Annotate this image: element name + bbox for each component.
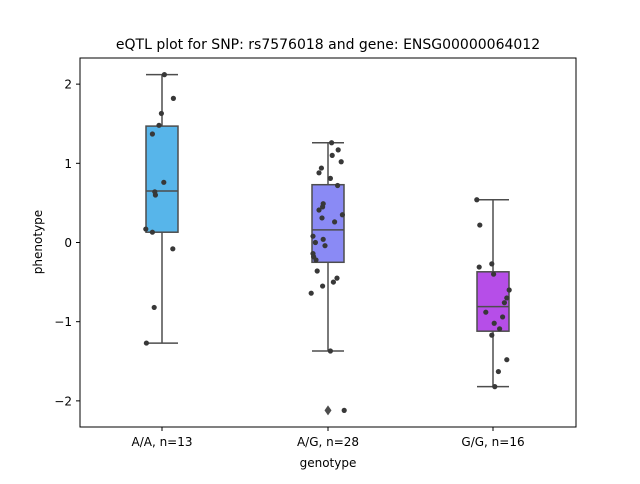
data-point: [316, 207, 322, 213]
data-point: [327, 175, 333, 181]
x-tick-label: G/G, n=16: [461, 435, 524, 449]
points-layer: [143, 72, 512, 413]
data-point: [504, 295, 510, 301]
data-point: [332, 219, 338, 225]
data-point: [476, 264, 482, 270]
data-point: [161, 72, 167, 78]
data-point: [489, 332, 495, 338]
data-point: [152, 192, 158, 198]
x-tick-label: A/G, n=28: [297, 435, 359, 449]
data-point: [334, 275, 340, 281]
data-point: [501, 300, 507, 306]
data-point: [308, 290, 314, 296]
data-point: [335, 182, 341, 189]
data-point: [327, 348, 333, 354]
x-axis-label: genotype: [300, 456, 357, 470]
data-point: [318, 165, 324, 171]
data-point: [161, 179, 167, 185]
data-point: [474, 197, 480, 203]
data-point: [495, 368, 501, 375]
data-point: [313, 257, 319, 263]
y-axis-label: phenotype: [31, 210, 45, 274]
data-point: [506, 287, 512, 293]
box-iqr: [145, 125, 179, 233]
y-tick-label: 1: [64, 157, 72, 171]
data-point: [143, 340, 149, 346]
box-group: [145, 73, 179, 344]
data-point: [312, 239, 318, 246]
data-point: [339, 212, 345, 218]
data-point: [330, 279, 336, 285]
data-point: [314, 268, 320, 274]
data-point: [491, 271, 497, 277]
data-point: [310, 233, 316, 239]
data-point: [320, 236, 326, 242]
data-point: [329, 152, 335, 158]
data-point: [500, 314, 506, 320]
data-point: [489, 261, 495, 267]
data-point: [149, 131, 155, 137]
data-point: [492, 384, 498, 390]
y-tick-label: 2: [64, 78, 72, 92]
data-point: [320, 204, 326, 210]
chart-title: eQTL plot for SNP: rs7576018 and gene: E…: [116, 37, 540, 53]
y-tick-label: −2: [54, 394, 72, 408]
data-point: [329, 140, 335, 146]
data-point: [477, 222, 483, 228]
data-point: [158, 110, 164, 117]
data-point: [320, 283, 326, 289]
data-point: [170, 246, 176, 252]
data-point: [335, 147, 341, 153]
box-iqr: [311, 183, 345, 264]
y-tick-label: −1: [54, 315, 72, 329]
data-point: [316, 170, 322, 176]
data-point: [322, 243, 328, 249]
axes-layer: −2 −1 0 1 2 A/A, n=13 A/G, n=28 G/G, n=16: [54, 78, 524, 449]
data-point: [170, 95, 176, 101]
data-point: [156, 122, 162, 128]
data-point: [151, 304, 157, 311]
data-point: [338, 159, 344, 165]
y-tick-label: 0: [64, 236, 72, 250]
data-point: [319, 215, 325, 221]
outlier-marker: [324, 405, 332, 416]
data-point: [143, 226, 149, 232]
data-point: [149, 229, 155, 235]
data-point: [497, 326, 503, 332]
data-point: [341, 407, 347, 413]
data-point: [491, 320, 497, 326]
data-point: [504, 357, 510, 363]
x-tick-label: A/A, n=13: [131, 435, 192, 449]
data-point: [483, 309, 489, 315]
